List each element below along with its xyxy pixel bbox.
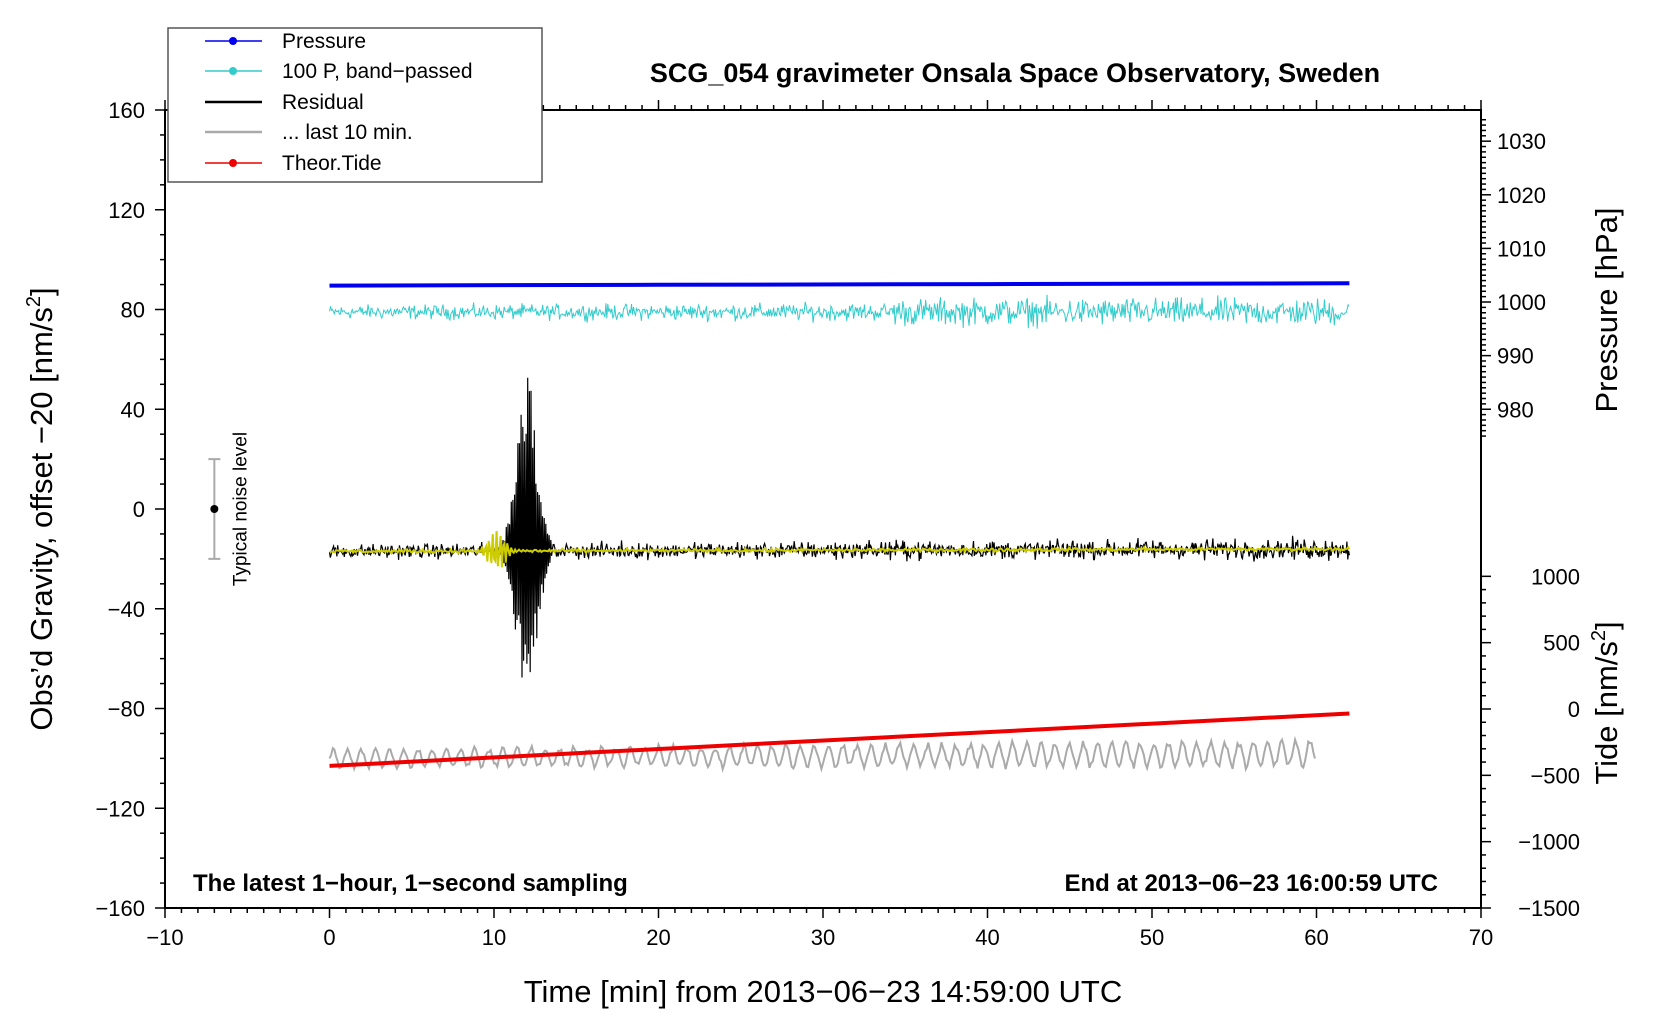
x-tick-label: 30 bbox=[811, 925, 835, 950]
pressure-tick-label: 990 bbox=[1497, 344, 1534, 369]
y-ticks-left: 160 120 80 40 0 −40 −80 −120 −160 bbox=[95, 98, 165, 921]
tide-tick-label: 0 bbox=[1568, 697, 1580, 722]
y-tick-label-left: 40 bbox=[121, 397, 145, 422]
legend-item: Residual bbox=[205, 91, 364, 114]
pressure-tick-label: 1020 bbox=[1497, 183, 1546, 208]
x-tick-label: 0 bbox=[323, 925, 335, 950]
legend-label: Residual bbox=[282, 91, 364, 114]
y-axis-title-tide-text: Tide [nm/s bbox=[1589, 641, 1624, 785]
legend: Pressure 100 P, band−passed Residual ... la… bbox=[167, 27, 543, 183]
legend-label: Theor.Tide bbox=[282, 152, 382, 175]
pressure-tick-label: 980 bbox=[1497, 397, 1534, 422]
tide-tick-label: −1500 bbox=[1518, 896, 1580, 921]
legend-item: Pressure bbox=[205, 30, 366, 53]
legend-label: 100 P, band−passed bbox=[282, 60, 473, 83]
x-ticks: −10 0 10 20 30 40 50 60 70 bbox=[146, 100, 1493, 950]
legend-item: 100 P, band−passed bbox=[205, 60, 473, 83]
legend-marker bbox=[229, 37, 237, 45]
pressure-tick-label: 1010 bbox=[1497, 236, 1546, 261]
legend-label: ... last 10 min. bbox=[282, 121, 413, 144]
noise-indicator: Typical noise level bbox=[208, 432, 251, 586]
legend-item: ... last 10 min. bbox=[205, 121, 413, 144]
y-axis-title-left: Obs’d Gravity, offset −20 [nm/s2] bbox=[23, 287, 59, 730]
y-tick-label-left: 120 bbox=[108, 198, 145, 223]
series-pressure bbox=[329, 281, 1350, 288]
x-tick-label: 20 bbox=[646, 925, 670, 950]
y-tick-label-left: −120 bbox=[95, 796, 145, 821]
y-axis-title-tide-sup: 2 bbox=[1588, 630, 1610, 641]
x-tick-label: 40 bbox=[975, 925, 999, 950]
noise-bar-dot bbox=[210, 505, 219, 513]
pressure-tick-label: 1000 bbox=[1497, 290, 1546, 315]
series-layer bbox=[328, 281, 1351, 774]
x-tick-label: 10 bbox=[482, 925, 506, 950]
x-tick-label: 60 bbox=[1304, 925, 1328, 950]
y-axis-title-tide-close: ] bbox=[1589, 621, 1624, 630]
tide-tick-label: 500 bbox=[1543, 631, 1580, 656]
y-axis-title-pressure: Pressure [hPa] bbox=[1589, 207, 1624, 412]
y-ticks-right: 1030 1020 1010 1000 990 980 1000 500 0 −500 −1000 −… bbox=[1481, 118, 1580, 921]
x-tick-label: 70 bbox=[1469, 925, 1493, 950]
y-tick-label-left: 0 bbox=[133, 497, 145, 522]
annotation-end-time: End at 2013−06−23 16:00:59 UTC bbox=[1064, 870, 1438, 897]
x-tick-label: 50 bbox=[1140, 925, 1164, 950]
series-residual-smoothed bbox=[329, 530, 1351, 568]
series-bandpassed-pressure bbox=[329, 294, 1350, 329]
y-tick-label-left: 80 bbox=[121, 298, 145, 323]
y-tick-label-left: −160 bbox=[95, 896, 145, 921]
annotation-sampling: The latest 1−hour, 1−second sampling bbox=[193, 870, 628, 897]
y-axis-title-left-close: ] bbox=[24, 287, 59, 296]
x-axis-title: Time [min] from 2013−06−23 14:59:00 UTC bbox=[524, 974, 1123, 1009]
legend-label: Pressure bbox=[282, 30, 366, 53]
y-axis-title-tide: Tide [nm/s2] bbox=[1588, 621, 1624, 784]
chart-title: SCG_054 gravimeter Onsala Space Observat… bbox=[650, 58, 1380, 88]
tide-tick-label: −500 bbox=[1530, 763, 1580, 788]
legend-item: Theor.Tide bbox=[205, 152, 382, 175]
series-theor-tide bbox=[329, 711, 1350, 768]
pressure-tick-label: 1030 bbox=[1497, 129, 1546, 154]
noise-label: Typical noise level bbox=[230, 432, 251, 586]
tide-tick-label: 1000 bbox=[1531, 564, 1580, 589]
legend-marker bbox=[229, 159, 237, 167]
legend-box bbox=[167, 27, 543, 183]
series-last-10-min bbox=[328, 735, 1316, 774]
y-tick-label-left: −40 bbox=[108, 597, 145, 622]
legend-marker bbox=[229, 67, 237, 75]
x-tick-label: −10 bbox=[146, 925, 183, 950]
y-tick-label-left: 160 bbox=[108, 98, 145, 123]
y-axis-title-left-sup: 2 bbox=[23, 296, 45, 307]
y-axis-title-left-text: Obs’d Gravity, offset −20 [nm/s bbox=[24, 307, 59, 731]
y-tick-label-left: −80 bbox=[108, 697, 145, 722]
tide-tick-label: −1000 bbox=[1518, 830, 1580, 855]
